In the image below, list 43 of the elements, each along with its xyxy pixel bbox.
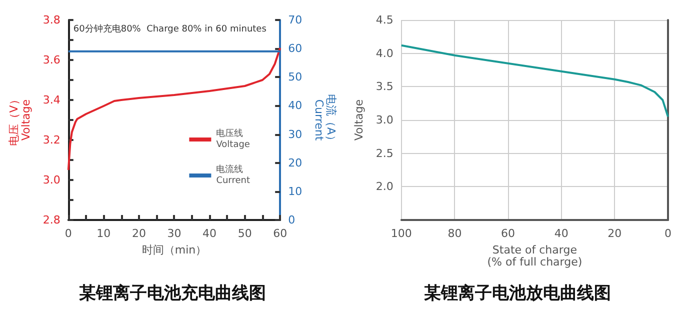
y2-tick-label: 10	[288, 184, 302, 198]
text: 某锂离子电池放电曲线图	[423, 284, 611, 304]
y2-tick-label: 30	[288, 128, 302, 141]
x-tick-label: 100	[390, 227, 412, 240]
y2-tick-label: 50	[288, 70, 302, 84]
x-tick-label: 0	[64, 227, 72, 240]
x-tick-label: 40	[554, 227, 568, 240]
x-tick-label: 80	[448, 227, 462, 240]
y-axis-title: Voltage	[352, 99, 366, 141]
y-tick-label: 3.0	[376, 114, 394, 126]
y-tick-label: 4.0	[376, 46, 394, 60]
y-tick-label: 2.0	[376, 180, 394, 194]
x-tick-label: 60	[273, 227, 288, 240]
x-tick-label: 60	[501, 227, 516, 240]
y2-tick-label: 60	[288, 42, 302, 56]
y2-tick-label: 20	[288, 156, 302, 170]
x-tick-label: 10	[96, 227, 111, 240]
annotation: 60分钟充电80% Charge 80% in 60 minutes	[73, 24, 267, 34]
x-axis-title: State of charge (% of full charge)	[487, 244, 582, 268]
text: 某锂离子电池充电曲线图	[78, 284, 266, 304]
y-tick-label: 4.5	[376, 14, 394, 26]
y2-tick-label: 40	[288, 99, 302, 112]
x-tick-label: 30	[167, 227, 182, 240]
y-tick-label: 3.8	[42, 14, 60, 26]
y-tick-label: 3.6	[42, 54, 60, 66]
legend-label: 电压线 Voltage	[216, 128, 250, 150]
y2-tick-label: 70	[288, 14, 302, 26]
x-tick-label: 0	[664, 227, 672, 240]
y-tick-label: 2.5	[376, 146, 394, 160]
y-axis-title: 电压（V） Voltage	[8, 94, 32, 146]
x-tick-label: 20	[608, 227, 622, 240]
y-tick-label: 2.8	[42, 214, 60, 226]
x-axis-title: 时间（min）	[142, 244, 207, 256]
y-tick-label: 3.0	[42, 174, 60, 186]
x-tick-label: 40	[202, 227, 217, 240]
y-tick-label: 3.2	[42, 134, 60, 146]
x-tick-label: 50	[238, 227, 252, 240]
y2-tick-label: 0	[288, 214, 296, 226]
y-tick-label: 3.5	[376, 80, 394, 94]
y-tick-label: 3.4	[42, 94, 60, 106]
y2-axis-title: 电流（A） Current	[312, 94, 338, 146]
x-tick-label: 20	[132, 227, 146, 240]
legend-label: 电流线 Current	[216, 164, 250, 186]
